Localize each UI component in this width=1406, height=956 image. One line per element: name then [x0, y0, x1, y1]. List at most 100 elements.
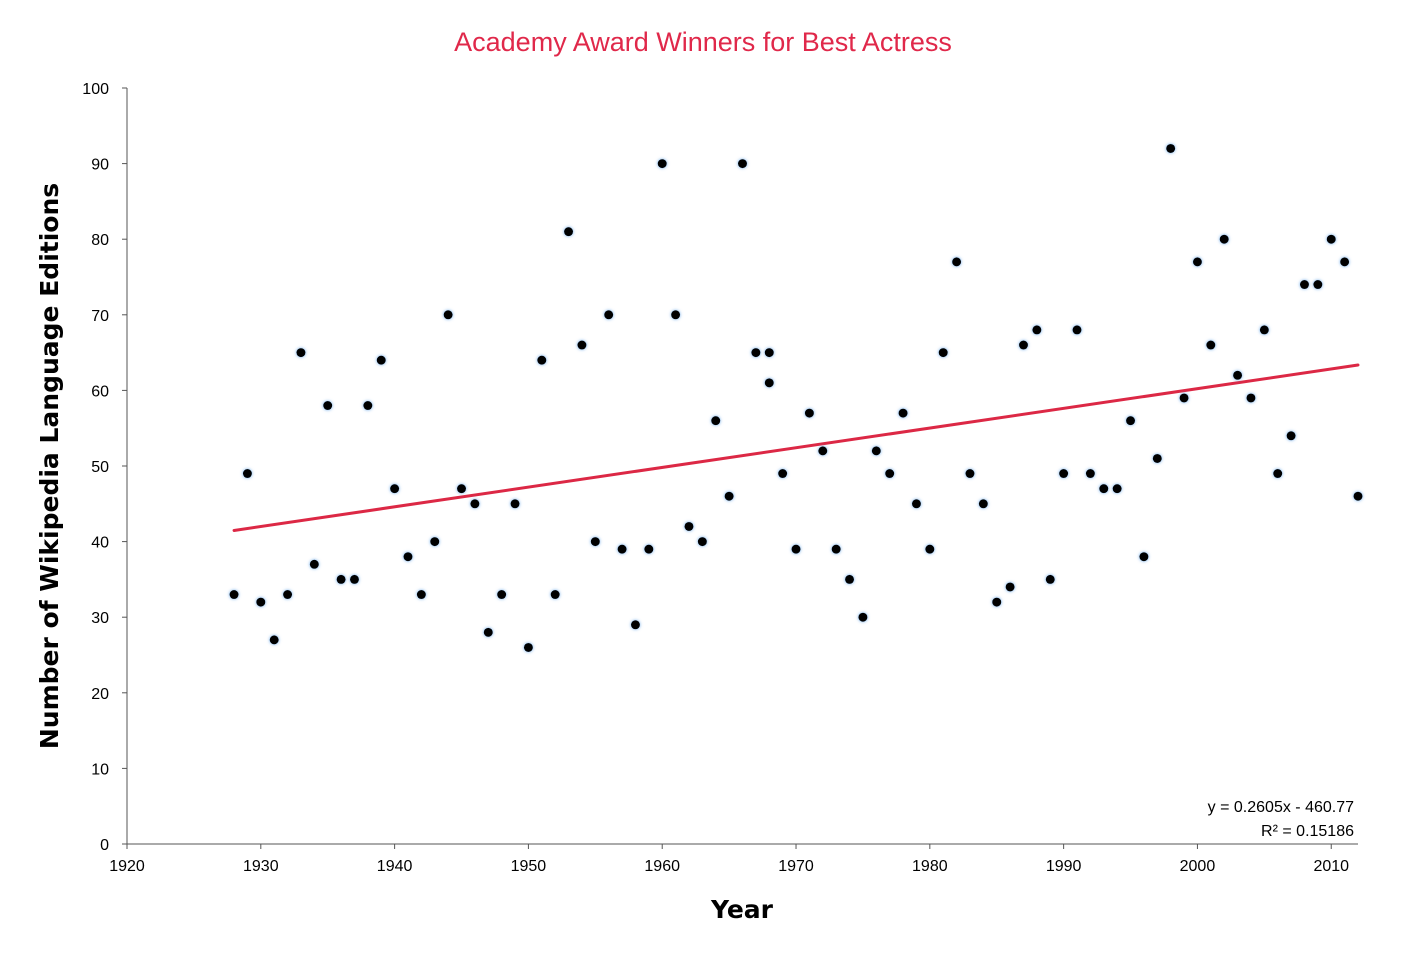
data-point	[457, 484, 467, 494]
data-point	[911, 499, 921, 509]
data-point	[697, 537, 707, 547]
trendline-r-squared: R² = 0.15186	[1261, 823, 1354, 840]
y-tick-label: 90	[91, 157, 109, 174]
y-tick-label: 20	[91, 686, 109, 703]
data-point	[1018, 340, 1028, 350]
y-tick-label: 10	[91, 761, 109, 778]
y-tick-label: 70	[91, 308, 109, 325]
y-tick-label: 0	[100, 837, 109, 854]
data-point	[604, 310, 614, 320]
data-point	[938, 348, 948, 358]
data-point	[590, 537, 600, 547]
data-point	[242, 469, 252, 479]
x-tick-label: 2000	[1180, 858, 1216, 875]
data-point	[1340, 257, 1350, 267]
data-point	[443, 310, 453, 320]
data-point	[483, 627, 493, 637]
data-point	[1273, 469, 1283, 479]
data-point	[831, 544, 841, 554]
y-tick-label: 60	[91, 383, 109, 400]
data-point	[845, 574, 855, 584]
x-tick-label: 1940	[377, 858, 413, 875]
data-point	[1126, 416, 1136, 426]
data-point	[724, 491, 734, 501]
data-point	[323, 401, 333, 411]
data-point	[925, 544, 935, 554]
data-point	[711, 416, 721, 426]
data-point	[1246, 393, 1256, 403]
data-point	[510, 499, 520, 509]
data-point	[978, 499, 988, 509]
x-tick-label: 1990	[1046, 858, 1082, 875]
data-point	[497, 590, 507, 600]
data-point	[403, 552, 413, 562]
data-point	[804, 408, 814, 418]
data-point	[617, 544, 627, 554]
data-point	[778, 469, 788, 479]
data-point	[564, 227, 574, 237]
data-point	[657, 159, 667, 169]
x-tick-label: 2010	[1313, 858, 1349, 875]
x-axis-label: Year	[710, 895, 774, 924]
data-point	[577, 340, 587, 350]
data-point	[283, 590, 293, 600]
y-tick-label: 80	[91, 232, 109, 249]
data-point	[1045, 574, 1055, 584]
data-point	[269, 635, 279, 645]
data-point	[1139, 552, 1149, 562]
data-point	[885, 469, 895, 479]
y-axis-ticks: 0 10 20 30 40 50 60 70 80 90 100	[82, 81, 127, 854]
data-point	[309, 559, 319, 569]
x-tick-label: 1920	[109, 858, 145, 875]
data-point	[1259, 325, 1269, 335]
data-point	[349, 574, 359, 584]
data-point	[952, 257, 962, 267]
data-point	[1085, 469, 1095, 479]
data-point	[1072, 325, 1082, 335]
data-point	[1233, 370, 1243, 380]
data-point	[1299, 280, 1309, 290]
data-point	[1286, 431, 1296, 441]
data-point	[1112, 484, 1122, 494]
data-point	[1326, 234, 1336, 244]
data-point	[1005, 582, 1015, 592]
data-point	[1192, 257, 1202, 267]
data-point	[818, 446, 828, 456]
x-tick-label: 1970	[778, 858, 814, 875]
y-tick-label: 40	[91, 535, 109, 552]
data-point	[684, 521, 694, 531]
data-point	[523, 642, 533, 652]
data-point	[764, 378, 774, 388]
data-point	[256, 597, 266, 607]
data-point	[470, 499, 480, 509]
y-tick-label: 100	[82, 81, 109, 98]
data-point	[296, 348, 306, 358]
y-axis-label: Number of Wikipedia Language Editions	[35, 183, 64, 749]
data-point	[644, 544, 654, 554]
data-point	[1059, 469, 1069, 479]
x-axis-ticks: 1920 1930 1940 1950 1960 1970 1980 1990 2000 2010	[109, 844, 1349, 875]
data-point	[416, 590, 426, 600]
data-point	[1206, 340, 1216, 350]
data-point	[1099, 484, 1109, 494]
y-tick-label: 30	[91, 610, 109, 627]
data-point	[229, 590, 239, 600]
data-point	[791, 544, 801, 554]
x-tick-label: 1930	[243, 858, 279, 875]
data-points	[229, 143, 1363, 652]
data-point	[537, 355, 547, 365]
data-point	[992, 597, 1002, 607]
data-point	[898, 408, 908, 418]
data-point	[858, 612, 868, 622]
data-point	[390, 484, 400, 494]
x-tick-label: 1980	[912, 858, 948, 875]
x-tick-label: 1960	[644, 858, 680, 875]
data-point	[1179, 393, 1189, 403]
data-point	[1032, 325, 1042, 335]
trendline	[232, 363, 1360, 532]
data-point	[671, 310, 681, 320]
data-point	[550, 590, 560, 600]
data-point	[336, 574, 346, 584]
data-point	[965, 469, 975, 479]
